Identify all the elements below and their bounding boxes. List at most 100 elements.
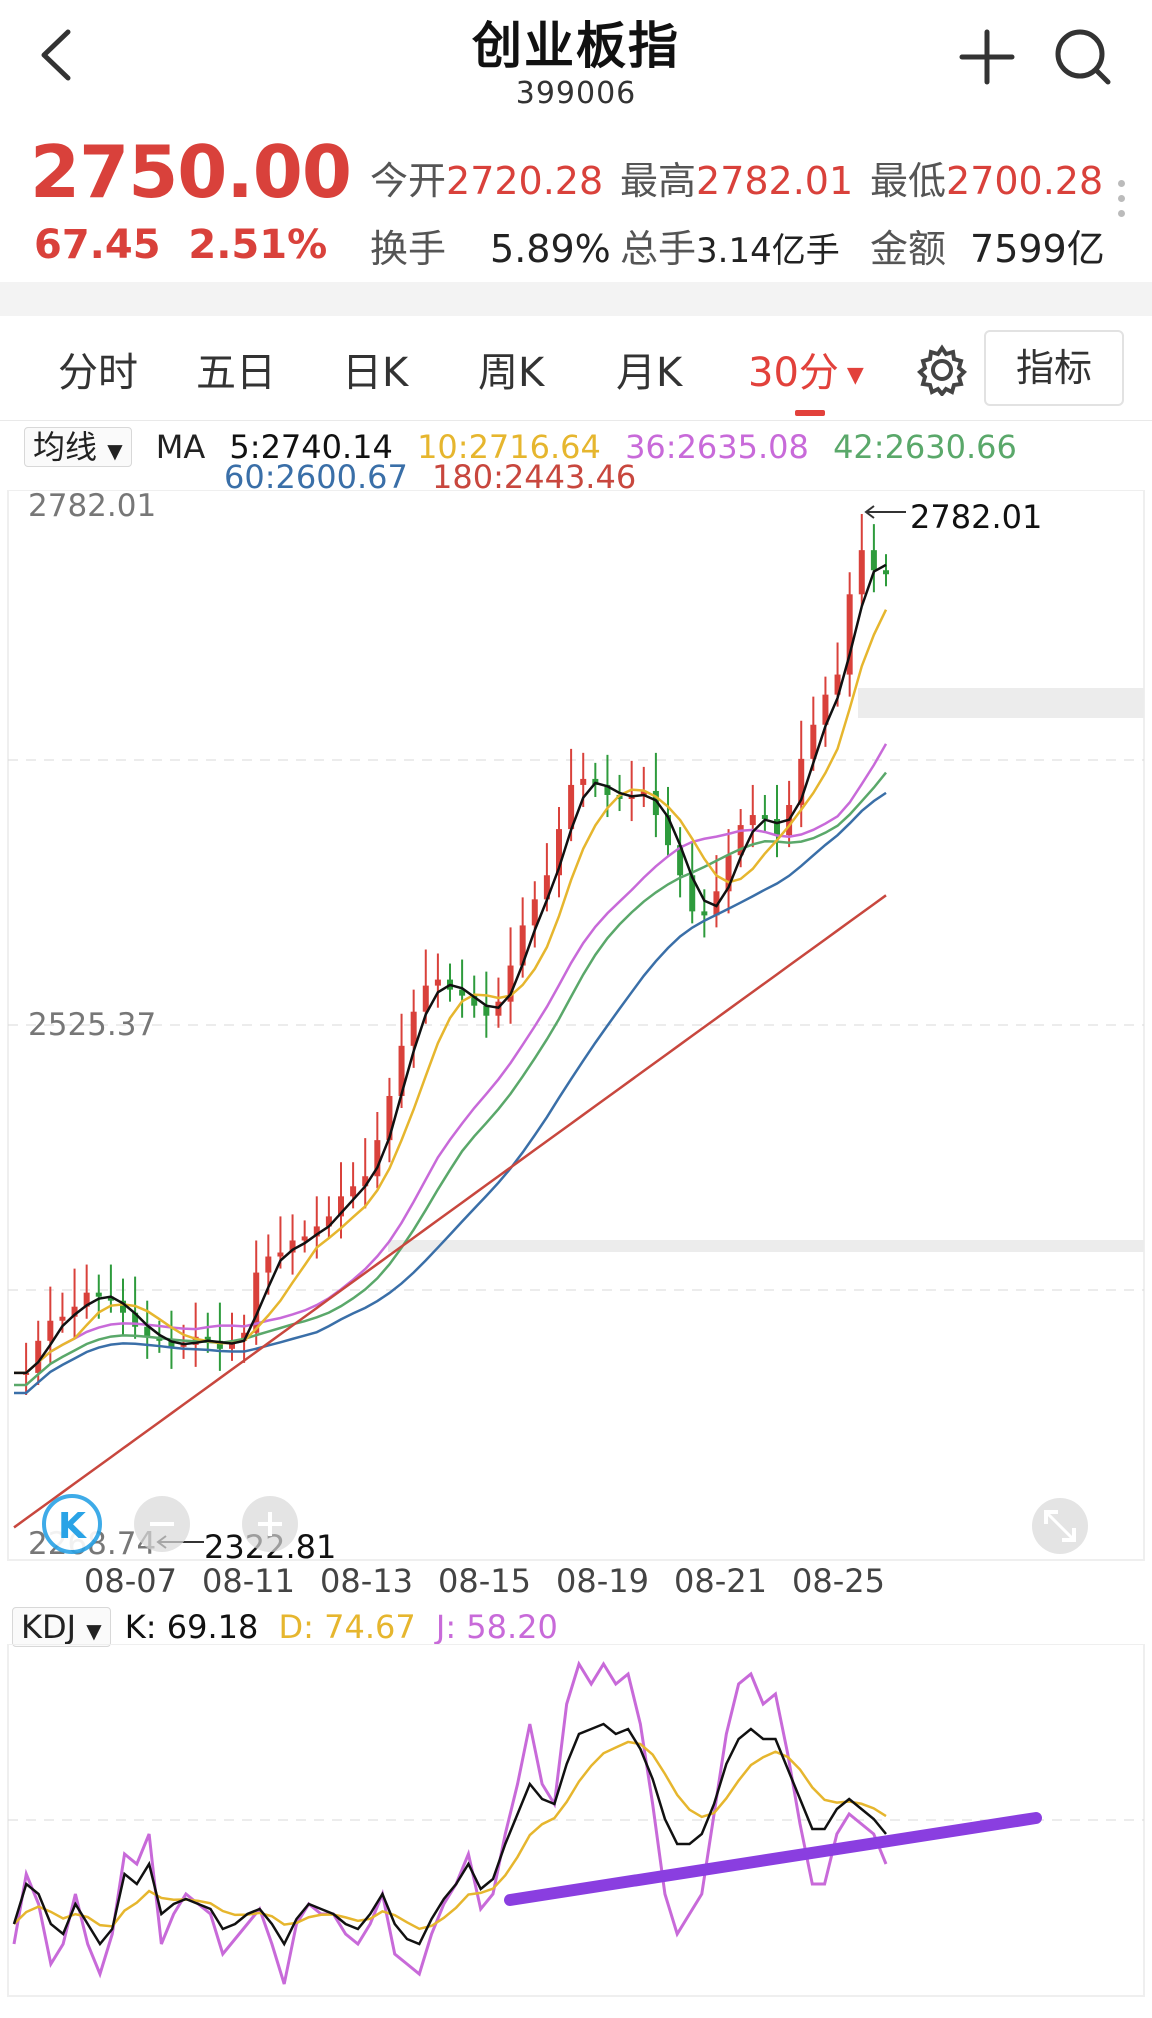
k-line — [12, 1722, 887, 1947]
tab-monthly[interactable]: 月K — [616, 350, 683, 396]
candle — [689, 875, 696, 912]
open-stat: 今开2720.28 — [370, 159, 604, 203]
high-marker-label: 2782.01 — [910, 498, 1042, 536]
x-axis-label: 08-19 — [556, 1562, 649, 1600]
candle — [253, 1272, 260, 1333]
candle — [737, 825, 744, 856]
tab-five-day[interactable]: 五日 — [196, 350, 276, 396]
candle — [531, 899, 538, 926]
candle — [858, 550, 865, 595]
candle — [47, 1320, 54, 1341]
candle — [289, 1240, 296, 1253]
candle — [725, 855, 732, 892]
candle — [471, 995, 478, 1006]
volume-stat: 总手3.14亿手 — [620, 227, 840, 271]
ma-type-dropdown[interactable]: 均线 ▼ — [24, 427, 132, 467]
candle — [362, 1176, 369, 1187]
candle — [83, 1292, 90, 1307]
high-stat: 最高2782.01 — [620, 159, 854, 203]
tab-weekly[interactable]: 周K — [478, 350, 545, 396]
fullscreen-icon[interactable] — [1032, 1498, 1088, 1554]
x-axis-label: 08-15 — [438, 1562, 531, 1600]
x-axis-label: 08-11 — [202, 1562, 295, 1600]
candle — [701, 911, 708, 916]
y-axis-mid-label: 2525.37 — [28, 1007, 156, 1043]
candle — [229, 1340, 235, 1349]
candle — [168, 1340, 175, 1347]
candle — [713, 891, 720, 916]
turnover-stat: 换手 5.89% — [370, 227, 611, 271]
price-band-highlight — [858, 688, 1144, 718]
amount-stat: 金额 7599亿 — [870, 227, 1105, 271]
price-change: 67.45 2.51% — [34, 222, 328, 268]
candle — [434, 979, 441, 986]
plus-icon[interactable] — [958, 28, 1016, 86]
low-stat: 最低2700.28 — [870, 159, 1104, 203]
tab-daily[interactable]: 日K — [342, 350, 409, 396]
candle — [507, 965, 514, 1002]
trendline-annotation — [504, 1812, 1042, 1906]
candle — [35, 1340, 42, 1373]
gear-icon[interactable] — [916, 344, 968, 396]
candle — [71, 1306, 78, 1317]
candle — [883, 570, 889, 575]
x-axis-labels: 08-07 08-11 08-13 08-15 08-19 08-21 08-2… — [0, 1562, 1152, 1608]
candle — [325, 1216, 332, 1227]
ma36-line — [14, 743, 888, 1375]
candle — [483, 1005, 490, 1016]
candle — [180, 1344, 187, 1347]
candle — [568, 784, 575, 830]
page-title: 创业板指 — [472, 17, 680, 75]
candle — [810, 724, 817, 759]
ma10-line — [14, 609, 888, 1375]
candle — [774, 819, 780, 836]
candle — [241, 1332, 248, 1341]
k-logo-icon[interactable]: K — [42, 1494, 102, 1554]
candle — [665, 815, 671, 846]
candle — [338, 1196, 344, 1217]
d-line — [13, 1740, 887, 1931]
svg-text:K: K — [58, 1506, 87, 1547]
active-tab-indicator — [795, 410, 825, 416]
price-band-highlight — [388, 1240, 1144, 1252]
x-axis-label: 08-07 — [84, 1562, 177, 1600]
tab-intraday[interactable]: 分时 — [58, 350, 138, 396]
y-axis-top-label: 2782.01 — [28, 490, 156, 524]
indicator-button[interactable]: 指标 — [984, 330, 1124, 406]
candle — [459, 989, 466, 996]
candle — [556, 829, 562, 876]
search-icon[interactable] — [1050, 24, 1114, 88]
candle — [107, 1296, 114, 1301]
top-bar: 创业板指 399006 — [0, 0, 1152, 120]
zoom-in-icon[interactable] — [242, 1496, 298, 1552]
price-chart[interactable]: 2782.01 2525.37 2268.74 2782.01 2322.81 … — [0, 490, 1152, 1570]
more-dots-icon[interactable] — [1118, 180, 1128, 226]
kdj-chart[interactable] — [0, 1644, 1152, 2004]
period-tabs: 分时 五日 日K 周K 月K 30分 ▼ 指标 — [0, 318, 1152, 421]
zoom-out-icon[interactable] — [134, 1496, 190, 1552]
candle — [422, 985, 429, 1012]
candle — [277, 1252, 284, 1257]
ma42-line — [14, 771, 887, 1387]
divider — [0, 282, 1152, 316]
candle — [144, 1326, 151, 1337]
ma180-line — [13, 894, 887, 1529]
candle — [761, 815, 768, 820]
candlesticks — [23, 514, 889, 1395]
candle — [216, 1340, 223, 1349]
kdj-dropdown[interactable]: KDJ ▼ — [12, 1607, 111, 1647]
kdj-legend: KDJ ▼ K: 69.18 D: 74.67 J: 58.20 — [12, 1607, 558, 1647]
candle — [846, 594, 853, 675]
candle — [543, 875, 550, 900]
back-icon[interactable] — [36, 26, 76, 84]
tab-30min[interactable]: 30分 ▼ — [748, 350, 864, 396]
candle — [301, 1236, 308, 1241]
kdj-lines — [12, 1660, 888, 1985]
x-axis-label: 08-25 — [792, 1562, 885, 1600]
candle — [749, 815, 756, 826]
candle — [120, 1300, 126, 1313]
candle — [265, 1256, 272, 1273]
candle — [59, 1316, 66, 1321]
candle — [350, 1186, 357, 1197]
j-line — [12, 1660, 888, 1985]
